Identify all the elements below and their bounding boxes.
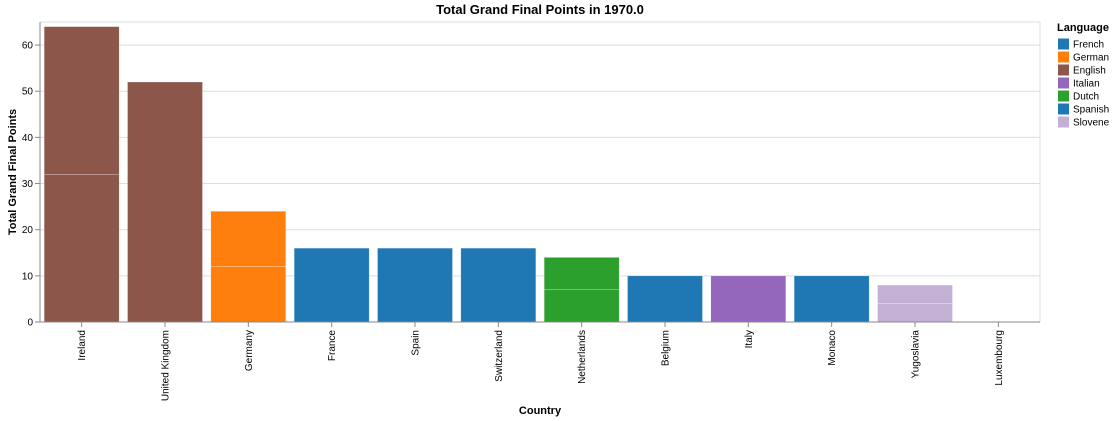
- bars: [43, 26, 953, 323]
- legend-label: Italian: [1073, 79, 1100, 90]
- bar-ireland: [43, 26, 120, 175]
- legend-swatch: [1058, 103, 1069, 115]
- legend-label: English: [1073, 66, 1106, 77]
- legend-swatch: [1058, 64, 1069, 76]
- bar-united-kingdom: [127, 81, 203, 323]
- legend-swatch: [1058, 90, 1069, 102]
- x-tick-label: Germany: [244, 330, 255, 371]
- x-tick-label: Spain: [411, 330, 422, 356]
- legend-swatch: [1058, 77, 1069, 89]
- bar-germany: [210, 266, 287, 323]
- x-tick-label: Ireland: [77, 330, 88, 361]
- y-tick-label: 10: [22, 271, 34, 282]
- y-axis-title: Total Grand Final Points: [7, 109, 19, 235]
- legend-label: Dutch: [1073, 92, 1099, 103]
- bar-italy: [710, 275, 787, 323]
- bar-monaco: [793, 275, 870, 323]
- y-tick-label: 30: [22, 179, 34, 190]
- bar-yugoslavia: [877, 303, 953, 323]
- x-tick-label: Italy: [744, 330, 755, 348]
- y-tick-label: 0: [27, 318, 33, 329]
- x-tick-label: Switzerland: [494, 330, 505, 382]
- chart-title: Total Grand Final Points in 1970.0: [436, 2, 644, 17]
- legend-label: Slovene: [1073, 118, 1110, 129]
- legend-swatch: [1058, 51, 1069, 63]
- bar-ireland: [43, 174, 120, 323]
- bar-netherlands: [543, 257, 620, 290]
- x-tick-label: Monaco: [827, 330, 838, 366]
- x-axis-title: Country: [519, 405, 562, 417]
- bar-spain: [377, 247, 453, 323]
- bar-germany: [210, 210, 287, 267]
- legend-title: Language: [1057, 22, 1109, 34]
- y-tick-label: 50: [22, 87, 34, 98]
- x-tick-label: United Kingdom: [161, 330, 172, 401]
- legend-swatch: [1058, 116, 1069, 128]
- axes: 0 10 20 30 40 50 60 Ireland United Kingdom German…: [22, 22, 1040, 401]
- y-tick-label: 60: [22, 41, 34, 52]
- x-tick-label: Belgium: [661, 330, 672, 366]
- legend-label: French: [1073, 40, 1104, 51]
- x-tick-label: Yugoslavia: [911, 330, 922, 379]
- y-tick-label: 20: [22, 225, 34, 236]
- legend-swatch: [1058, 38, 1069, 50]
- bar-france: [293, 247, 370, 323]
- bar-netherlands: [543, 289, 620, 323]
- bar-yugoslavia: [877, 284, 953, 304]
- x-tick-label: Luxembourg: [994, 330, 1005, 386]
- x-tick-label: Netherlands: [577, 330, 588, 384]
- x-tick-label: France: [327, 330, 338, 362]
- y-tick-label: 40: [22, 133, 34, 144]
- legend: Language French German English Italian Dutch…: [1057, 22, 1110, 129]
- legend-label: Spanish: [1073, 105, 1109, 116]
- bar-switzerland: [460, 247, 537, 323]
- legend-label: German: [1073, 53, 1109, 64]
- bar-belgium: [627, 275, 703, 323]
